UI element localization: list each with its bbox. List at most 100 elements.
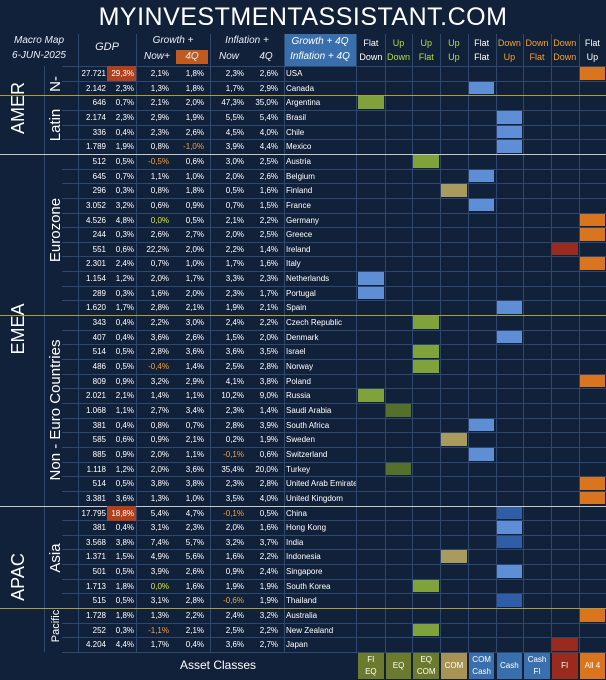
regime-header-top: Up <box>392 38 405 48</box>
regime-marker <box>358 286 384 300</box>
country-name: Belgium <box>286 171 315 181</box>
grid-line-vertical <box>579 34 580 652</box>
inflation-now: 2,0% <box>225 230 244 240</box>
growth-now: 3,6% <box>150 332 169 342</box>
regime-header-bottom: Down <box>359 52 383 62</box>
growth-now: 2,8% <box>150 303 169 313</box>
inflation-now: 2,5% <box>225 362 244 371</box>
inflation-now: 2,2% <box>225 244 244 254</box>
regime-header-bottom: Down <box>387 52 411 62</box>
grid-line-vertical <box>551 34 552 652</box>
growth-now: 0,8% <box>150 142 169 152</box>
regime-marker <box>413 360 440 373</box>
inflation-4q: 1,5% <box>259 200 278 210</box>
inflation-now: 35,4% <box>221 464 244 474</box>
gdp-weight: 0,6% <box>115 435 134 445</box>
growth-now: 2,0% <box>150 274 169 284</box>
gdp-weight: 0,9% <box>115 376 134 386</box>
growth-now: 3,8% <box>150 479 169 489</box>
growth-now: 1,3% <box>150 493 169 503</box>
regime-marker <box>468 447 495 461</box>
asset-class-cell <box>468 653 495 679</box>
regime-marker <box>413 154 440 168</box>
growth-4q: 1,8% <box>185 186 204 196</box>
regime-marker <box>551 638 578 651</box>
growth-4q: 0,9% <box>185 200 204 210</box>
inflation-now: 3,0% <box>225 156 244 166</box>
inflation-4q: 5,4% <box>259 112 278 122</box>
inflation-4q: 3,5% <box>259 347 278 357</box>
inflation-4q: 1,9% <box>259 581 278 591</box>
region-apac: APAC <box>8 553 28 601</box>
country-name: Italy <box>286 259 301 269</box>
regime-marker <box>579 609 606 622</box>
country-name: Norway <box>286 362 314 371</box>
inflation-4q: 2,5% <box>259 230 278 240</box>
country-name: Czech Republic <box>286 318 343 328</box>
grid-line-horizontal <box>62 374 606 375</box>
growth-now: 3,9% <box>150 567 169 577</box>
regime-marker <box>413 345 440 358</box>
country-name: Hong Kong <box>286 523 327 533</box>
country-name: Switzerland <box>286 449 328 459</box>
inflation-4q: 4,0% <box>259 127 278 137</box>
regime-header-bottom: Up <box>448 52 460 62</box>
inflation-now: 3,6% <box>225 640 244 650</box>
growth-4q: 1,8% <box>185 69 204 78</box>
gdp-weight: 2,3% <box>115 83 134 93</box>
growth-4q: 2,2% <box>185 611 204 621</box>
inflation-now: 2,4% <box>225 611 244 621</box>
gdp-value: 3.381 <box>85 493 106 503</box>
asset-class-cell <box>413 653 440 679</box>
asset-class-cell <box>579 653 606 679</box>
gdp-weight: 0,3% <box>115 288 134 298</box>
country-name: Turkey <box>286 464 311 474</box>
growth-now: 1,1% <box>150 171 169 181</box>
asset-class-cell <box>496 653 523 679</box>
inflation-4q: 1,6% <box>259 523 278 533</box>
inflation-now: 1,7% <box>225 259 244 269</box>
inflation-4q: 9,0% <box>259 391 278 401</box>
gdp-weight: 0,3% <box>115 230 134 240</box>
grid-line-horizontal <box>62 652 606 653</box>
growth-now: 0,7% <box>150 259 169 269</box>
regime-marker <box>413 316 440 329</box>
growth-4q: 0,7% <box>185 420 204 430</box>
regime-marker <box>413 579 440 593</box>
inflation-4q: 0,6% <box>259 449 278 459</box>
gdp-weight: 0,6% <box>115 244 134 254</box>
inflation-now: 1,9% <box>225 581 244 591</box>
grid-line-vertical <box>284 34 285 652</box>
gdp-weight: 2,3% <box>115 112 134 122</box>
growth-now: 0,8% <box>150 420 169 430</box>
regime-header-bottom: Down <box>553 52 577 62</box>
growth-4q: 2,7% <box>185 230 204 240</box>
inflation-now: 2,3% <box>225 69 244 78</box>
growth-now: 22,2% <box>146 244 169 254</box>
gdp-weight: 0,4% <box>115 420 134 430</box>
gdp-weight: 2,4% <box>115 259 134 269</box>
growth-4q: 0,6% <box>185 156 204 166</box>
inflation-4q: 1,4% <box>259 244 278 254</box>
growth-now: 2,7% <box>150 405 169 415</box>
regime-marker <box>358 96 384 109</box>
inflation-4q: 2,4% <box>259 567 278 577</box>
regime-marker <box>496 140 523 153</box>
growth-4q: 0,5% <box>185 215 204 225</box>
regime-marker <box>496 125 523 139</box>
country-name: Spain <box>286 303 307 313</box>
grid-line-horizontal <box>62 403 606 404</box>
country-name: Finland <box>286 186 313 196</box>
inflation-now: 5,5% <box>225 112 244 122</box>
growth-4q: 1,0% <box>185 493 204 503</box>
gdp-value: 381 <box>92 523 106 533</box>
gdp-weight: 1,2% <box>115 464 134 474</box>
asset-class-sublabel: FI <box>533 667 541 676</box>
growth-now: 3,1% <box>150 523 169 533</box>
growth-4q: 3,0% <box>185 318 204 328</box>
growth-inflation-header-box <box>284 34 356 66</box>
inflation-now: 2,3% <box>225 479 244 489</box>
country-name: Chile <box>286 127 305 137</box>
inflation-now: 47,3% <box>221 98 244 108</box>
inflation-4q: 2,3% <box>259 274 278 284</box>
